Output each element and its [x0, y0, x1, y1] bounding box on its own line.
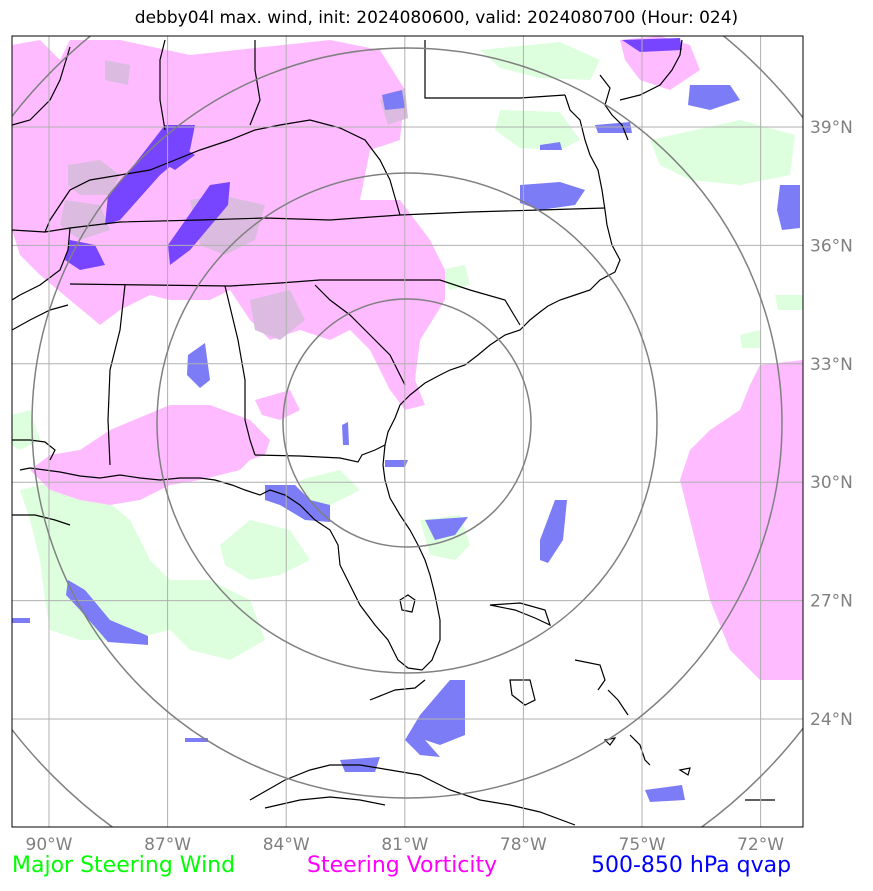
longitude-labels: 90°W 87°W 84°W 81°W 78°W 75°W 72°W — [26, 835, 785, 855]
lat-tick-label: 36°N — [810, 236, 853, 256]
latitude-labels: 39°N 36°N 33°N 30°N 27°N 24°N — [810, 118, 853, 730]
lon-tick-label: 72°W — [737, 835, 784, 855]
lon-tick-label: 75°W — [619, 835, 666, 855]
lon-tick-label: 78°W — [500, 835, 547, 855]
lat-lon-grid — [12, 36, 803, 827]
range-ring-1 — [282, 298, 532, 548]
lat-tick-label: 24°N — [810, 710, 853, 730]
lat-tick-label: 30°N — [810, 473, 853, 493]
lon-tick-label: 90°W — [26, 835, 73, 855]
lat-tick-label: 39°N — [810, 118, 853, 138]
legend-major-steering-wind: Major Steering Wind — [12, 853, 236, 878]
legend-steering-vorticity: Steering Vorticity — [307, 853, 498, 878]
map-frame — [11, 35, 804, 828]
lon-tick-label: 81°W — [381, 835, 428, 855]
legend-qvap: 500-850 hPa qvap — [591, 853, 792, 878]
map-title: debby04l max. wind, init: 2024080600, va… — [134, 8, 739, 28]
steering-wind-areas — [12, 42, 803, 660]
range-ring-2 — [156, 172, 658, 674]
lat-tick-label: 33°N — [810, 355, 853, 375]
lon-tick-label: 84°W — [263, 835, 310, 855]
range-ring-3 — [31, 47, 783, 799]
lon-tick-label: 87°W — [144, 835, 191, 855]
lat-tick-label: 27°N — [810, 592, 853, 612]
steering-vorticity-areas — [12, 36, 803, 680]
